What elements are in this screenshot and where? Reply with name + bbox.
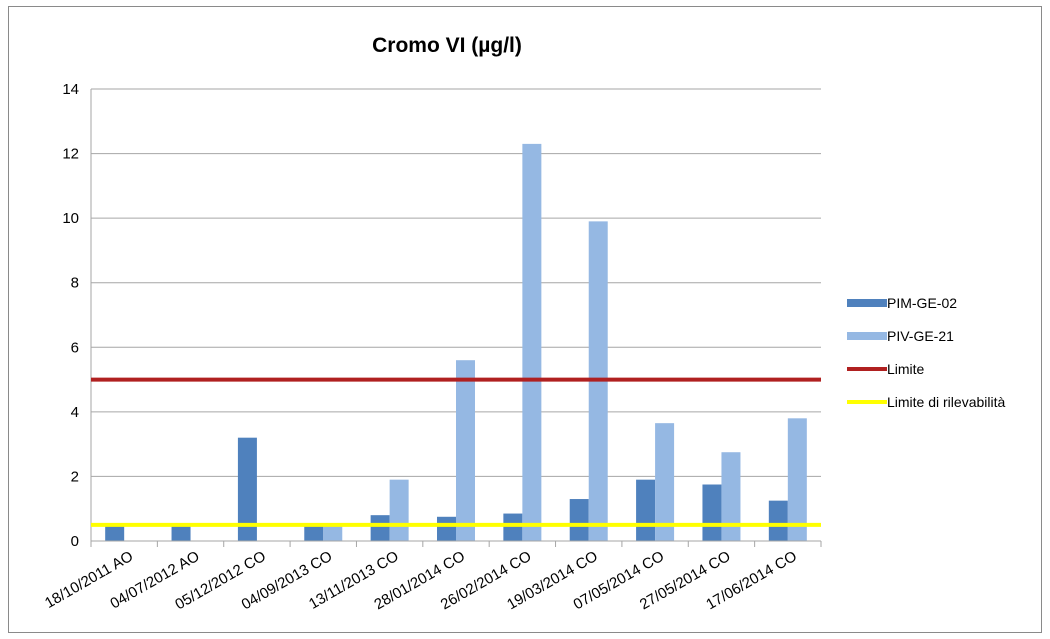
bar-pim-ge-02 — [768, 500, 788, 541]
bar-pim-ge-02 — [702, 484, 722, 541]
bar-layer — [90, 143, 822, 547]
bar-pim-ge-02 — [304, 524, 324, 541]
legend: PIM-GE-02 PIV-GE-21 Limite Limite di rileva… — [847, 295, 1005, 410]
bar-pim-ge-02 — [171, 524, 191, 541]
bar-pim-ge-02 — [636, 479, 656, 541]
bar-piv-ge-21 — [522, 143, 542, 541]
bar-pim-ge-02 — [503, 513, 523, 541]
y-tick-label: 8 — [71, 275, 79, 292]
bar-piv-ge-21 — [787, 418, 807, 541]
bar-pim-ge-02 — [105, 524, 125, 541]
y-tick-label: 12 — [62, 146, 79, 163]
bar-piv-ge-21 — [389, 479, 409, 541]
bar-piv-ge-21 — [456, 360, 475, 541]
y-axis-tick-labels: 0 2 4 6 8 10 12 14 — [62, 81, 79, 550]
y-tick-label: 2 — [71, 468, 79, 485]
legend-label: Limite di rilevabilità — [887, 394, 1005, 410]
bar-pim-ge-02 — [237, 437, 257, 541]
bar-pim-ge-02 — [569, 499, 589, 541]
bar-piv-ge-21 — [655, 423, 675, 541]
bar-piv-ge-21 — [323, 524, 343, 541]
reference-line-layer — [91, 377, 821, 527]
bar-piv-ge-21 — [721, 452, 741, 541]
bar-pim-ge-02 — [370, 515, 390, 541]
y-tick-label: 0 — [71, 533, 79, 550]
legend-swatch — [847, 332, 887, 340]
legend-swatch — [847, 299, 887, 307]
y-tick-label: 10 — [62, 210, 79, 227]
chart-frame: Cromo VI (µg/l) 0 2 4 6 8 10 12 14 18/10/2011 A… — [8, 6, 1042, 633]
y-tick-label: 14 — [62, 81, 79, 98]
y-tick-label: 6 — [71, 339, 79, 356]
chart-svg: Cromo VI (µg/l) 0 2 4 6 8 10 12 14 18/10/2011 A… — [42, 34, 1006, 614]
legend-label: PIM-GE-02 — [887, 295, 957, 311]
y-tick-label: 4 — [71, 404, 79, 421]
legend-label: PIV-GE-21 — [887, 328, 954, 344]
grid-layer — [90, 88, 821, 542]
bar-pim-ge-02 — [437, 516, 456, 541]
legend-label: Limite — [887, 361, 925, 377]
chart-title: Cromo VI (µg/l) — [372, 34, 522, 57]
